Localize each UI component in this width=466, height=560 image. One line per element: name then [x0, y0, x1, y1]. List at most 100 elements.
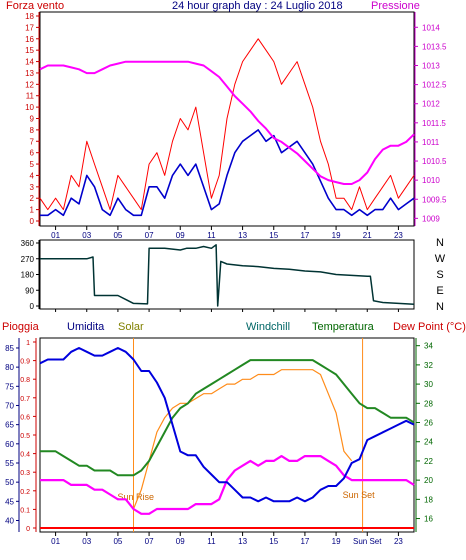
x-tick-label: 03	[82, 537, 91, 546]
y2-tick-label: 1011	[422, 138, 440, 147]
y-tick-label: 17	[25, 23, 34, 32]
rain-tick-label: 0.1	[20, 507, 30, 514]
rain-tick-label: 0.5	[20, 433, 30, 440]
humidity-tick-label: 85	[5, 344, 14, 353]
y-tick-label: 7	[30, 137, 35, 146]
x-tick-label: 19	[332, 231, 341, 240]
humidity-tick-label: 40	[5, 516, 14, 525]
sunset-label: Sun Set	[343, 490, 376, 500]
rain-tick-label: 0.3	[20, 470, 30, 477]
y-tick-label: 10	[25, 103, 34, 112]
y2-tick-label: 1011.5	[422, 119, 446, 128]
humidity-tick-label: 70	[5, 401, 14, 410]
humidity-tick-label: 65	[5, 421, 14, 430]
temperature-label: Temperatura	[312, 321, 375, 333]
x-tick-label: 05	[113, 537, 122, 546]
humidity-label: Umidita	[67, 321, 105, 333]
humidity-tick-label: 80	[5, 363, 14, 372]
y-tick-label: 180	[21, 271, 35, 280]
y-tick-label: 16	[25, 35, 34, 44]
y2-tick-label: 1014	[422, 23, 440, 32]
y2-tick-label: 1010.5	[422, 157, 447, 166]
y-tick-label: 9	[30, 115, 35, 124]
pressure-series-line	[39, 60, 415, 185]
y-tick-label: 5	[30, 160, 35, 169]
x-tick-label: 11	[207, 231, 216, 240]
x-tick-label: 09	[176, 537, 185, 546]
wind-force-title: Forza vento	[6, 0, 64, 12]
rain-tick-label: 1	[26, 340, 30, 347]
y-tick-label: 11	[26, 92, 35, 101]
x-tick-label: 05	[113, 231, 122, 240]
y2-tick-label: 1010	[422, 176, 440, 185]
temp-tick-label: 18	[424, 495, 433, 504]
x-tick-label: 07	[145, 537, 154, 546]
x-tick-label: 21	[363, 231, 372, 240]
gust-series-line	[39, 38, 415, 211]
humidity-tick-label: 60	[5, 440, 14, 449]
humidity-tick-label: 50	[5, 478, 14, 487]
y-tick-label: 270	[21, 255, 35, 264]
temp-tick-label: 32	[424, 361, 433, 370]
y2-tick-label: 1012	[422, 100, 440, 109]
plot-area	[39, 337, 415, 533]
wind-direction-line	[40, 244, 415, 307]
x-tick-label: Sun Set	[353, 537, 382, 546]
x-tick-label: 15	[269, 231, 278, 240]
rain-tick-label: 0.2	[20, 489, 30, 496]
y-tick-label: 4	[30, 171, 35, 180]
wind-pressure-panel: 012345678910111213141516171810091009.510…	[25, 11, 447, 240]
compass-label: S	[436, 269, 443, 281]
x-tick-label: 13	[238, 231, 247, 240]
y-tick-label: 0	[30, 302, 35, 311]
y-tick-label: 90	[25, 286, 34, 295]
x-tick-label: 09	[176, 231, 185, 240]
x-tick-label: 01	[51, 537, 60, 546]
wind-speed-series-line	[40, 129, 415, 217]
y2-tick-label: 1013.5	[422, 42, 447, 51]
rain-tick-label: 0.7	[20, 396, 30, 403]
x-tick-label: 15	[269, 537, 278, 546]
temp-tick-label: 30	[424, 380, 433, 389]
y-tick-label: 6	[30, 149, 35, 158]
y-tick-label: 0	[30, 217, 35, 226]
temperature-series-line	[40, 359, 415, 477]
rain-tick-label: 0.4	[20, 452, 30, 459]
x-tick-label: 11	[207, 537, 216, 546]
pressure-title: Pressione	[371, 0, 420, 12]
compass-label: E	[436, 285, 443, 297]
dewpoint-label: Dew Point (°C)	[393, 321, 466, 333]
solar-series-line	[132, 369, 353, 510]
x-tick-label: 23	[394, 537, 403, 546]
x-tick-label: 01	[51, 231, 60, 240]
temp-tick-label: 26	[424, 419, 433, 428]
y-tick-label: 12	[25, 80, 34, 89]
humidity-series-line	[39, 347, 415, 503]
temp-tick-label: 28	[424, 399, 433, 408]
temp-tick-label: 24	[424, 438, 433, 447]
x-tick-label: 17	[300, 231, 309, 240]
y-tick-label: 13	[25, 69, 34, 78]
sunrise-label: Sun Rise	[118, 492, 155, 502]
compass-label: N	[436, 237, 444, 249]
y-tick-label: 15	[25, 46, 34, 55]
rain-tick-label: 0.6	[20, 414, 30, 421]
compass-label: W	[435, 253, 446, 265]
y2-tick-label: 1012.5	[422, 81, 447, 90]
humidity-tick-label: 55	[5, 459, 14, 468]
x-tick-label: 19	[332, 537, 341, 546]
x-tick-label: 13	[238, 537, 247, 546]
y2-tick-label: 1009.5	[422, 195, 447, 204]
y2-tick-label: 1013	[422, 62, 440, 71]
chart-title: 24 hour graph day : 24 Luglio 2018	[172, 0, 343, 12]
y-tick-label: 18	[25, 12, 34, 21]
temperature-humidity-panel: 0 0.1 0.2 0.3 0.4 0.5 0.6 0.7 0.8 0.9 1 40 45 50 55 60 6…	[5, 337, 433, 546]
y-tick-label: 1	[30, 206, 35, 215]
y-tick-label: 2	[30, 194, 35, 203]
solar-label: Solar	[118, 321, 144, 333]
x-tick-label: 17	[300, 537, 309, 546]
temp-tick-label: 20	[424, 476, 433, 485]
